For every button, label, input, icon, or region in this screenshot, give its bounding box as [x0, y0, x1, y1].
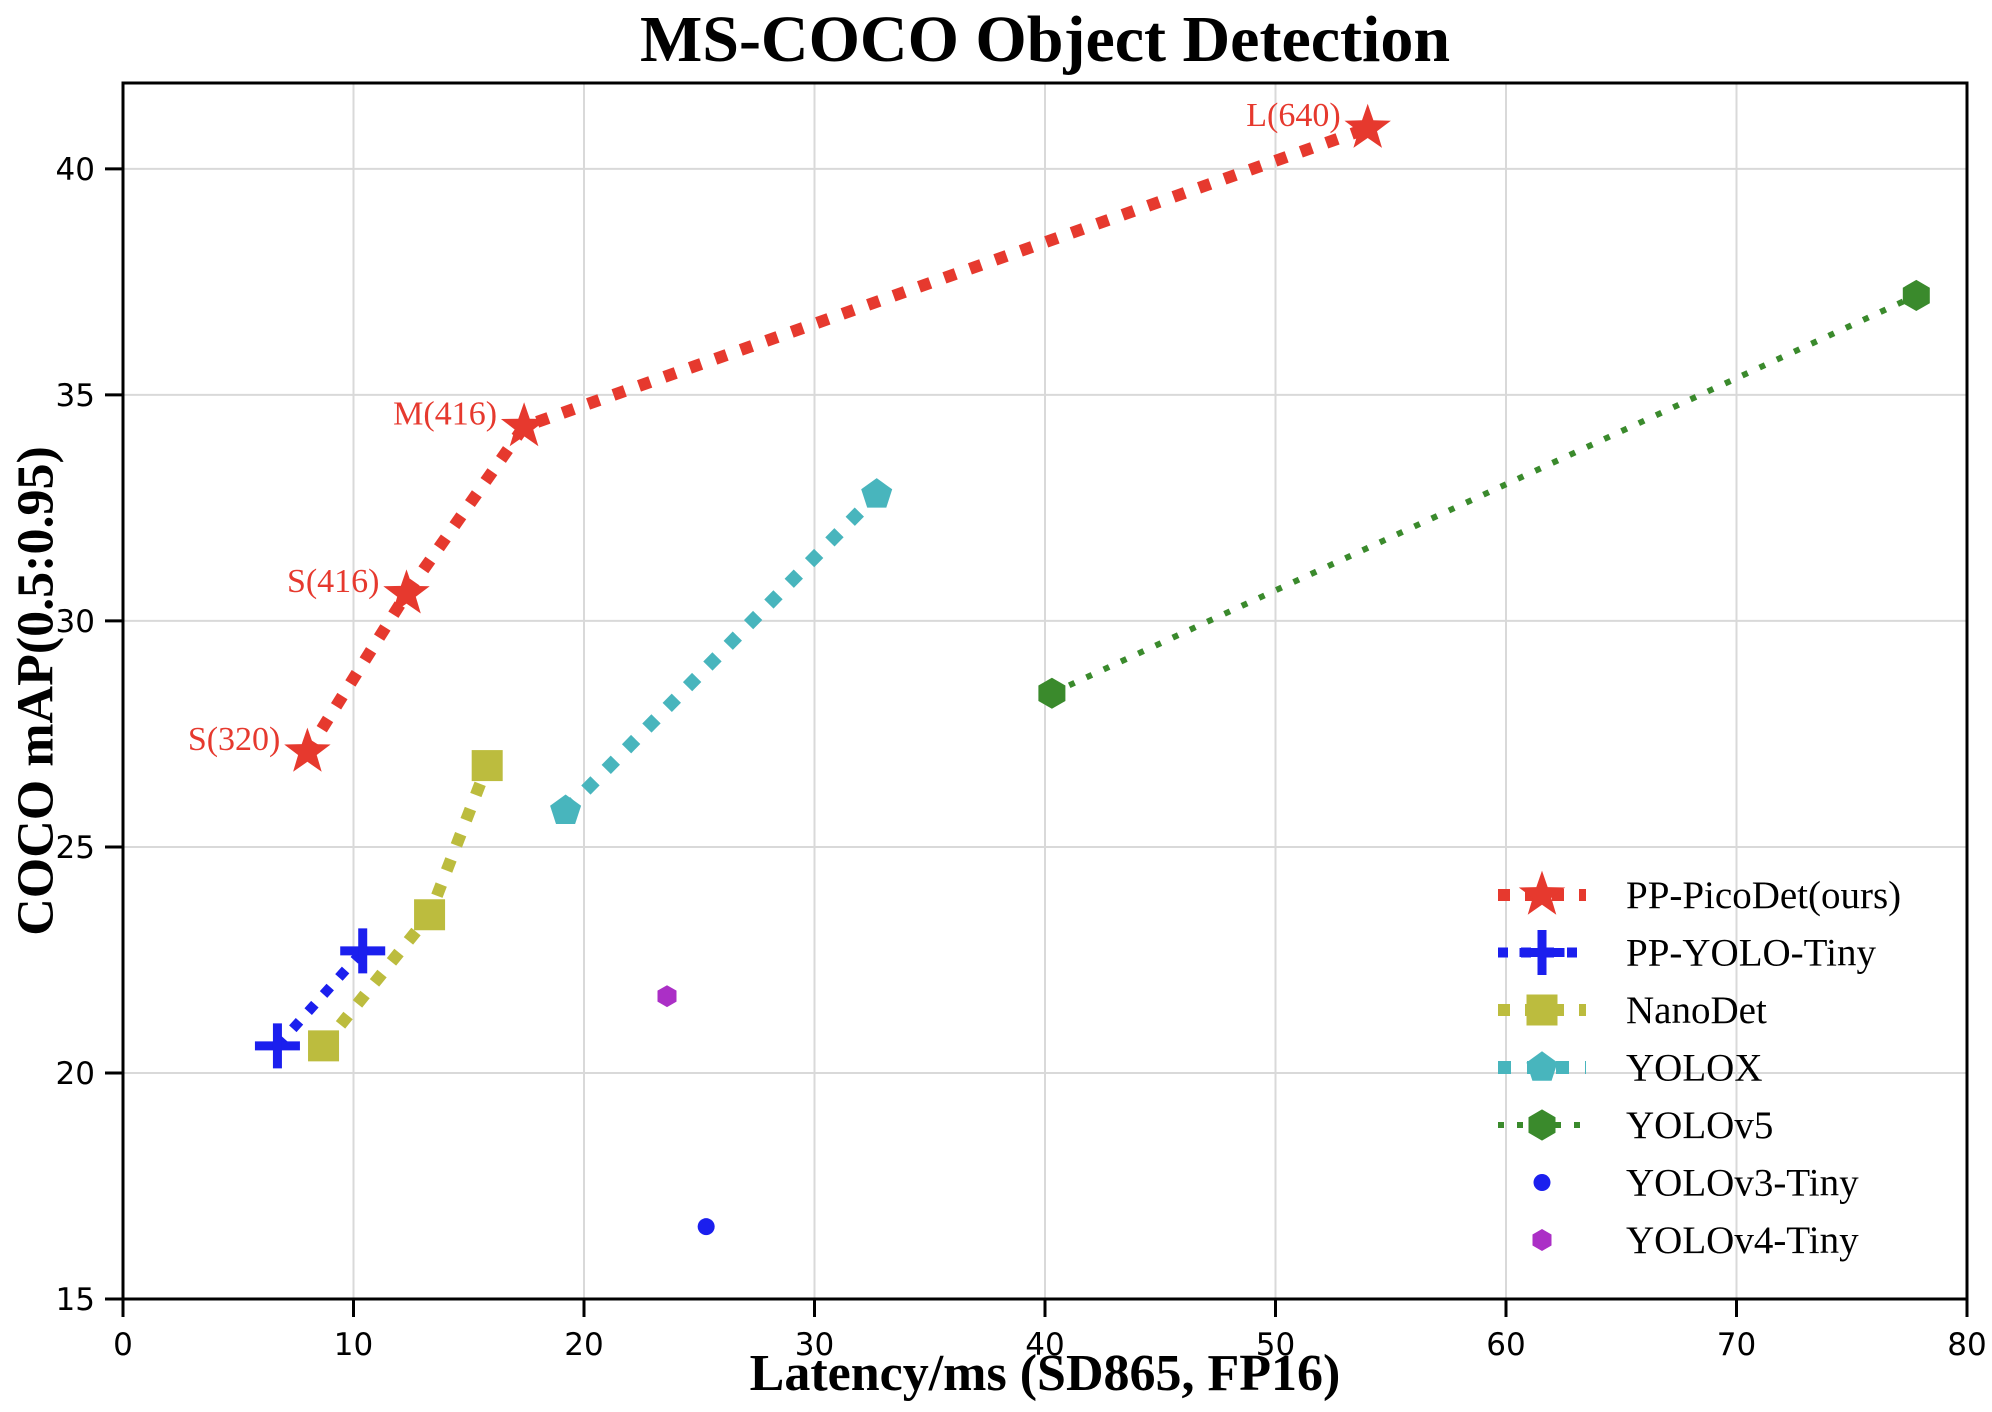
legend-entry-pp-yolo-tiny: PP-YOLO-Tiny	[1498, 930, 1876, 975]
axis-ticks: 0 10 20 30 40 50 60 70 80 15 20 25 30 35 40	[56, 152, 1987, 1363]
data-point-marker-hexagon	[1528, 1109, 1556, 1141]
legend-label: YOLOv5	[1626, 1104, 1773, 1147]
y-tick-label: 40	[56, 152, 95, 188]
legend-entry-yolov5: YOLOv5	[1498, 1104, 1773, 1147]
data-point-marker-square	[414, 899, 446, 931]
point-annotation: S(416)	[287, 563, 380, 600]
x-tick-label: 20	[564, 1327, 603, 1363]
legend-label: PP-YOLO-Tiny	[1626, 932, 1876, 975]
data-point-marker-hexagon	[1532, 1229, 1552, 1251]
plot-border	[121, 81, 1969, 1301]
series-yolov4-tiny	[657, 985, 677, 1008]
x-tick-label: 60	[1486, 1327, 1525, 1363]
series-yolov5	[1038, 279, 1930, 709]
y-tick-label: 15	[56, 1282, 95, 1318]
gridlines	[122, 83, 1968, 1300]
legend-entry-yolov4-tiny: YOLOv4-Tiny	[1532, 1219, 1859, 1262]
x-tick-label: 80	[1947, 1327, 1986, 1363]
legend-label: YOLOX	[1626, 1047, 1762, 1090]
x-tick-label: 30	[795, 1327, 834, 1363]
legend: PP-PicoDet(ours) PP-YOLO-Tiny NanoDet YOLOX…	[1498, 870, 1901, 1262]
legend-label: PP-PicoDet(ours)	[1626, 874, 1901, 917]
point-annotation: M(416)	[393, 396, 497, 433]
series-nanodet	[308, 750, 503, 1062]
legend-entry-nanodet: NanoDet	[1498, 989, 1767, 1032]
series-line	[560, 489, 882, 816]
data-point-marker-square	[471, 750, 503, 782]
data-point-marker-hexagon	[1902, 279, 1930, 311]
legend-entry-yolox: YOLOX	[1498, 1047, 1762, 1090]
x-tick-label: 50	[1256, 1327, 1295, 1363]
series-yolov3-tiny	[697, 1218, 715, 1236]
data-point-marker-star	[1344, 103, 1391, 148]
series-line	[302, 122, 1370, 756]
data-point-marker-pentagon	[550, 794, 582, 824]
data-point-marker-square	[308, 1030, 340, 1062]
point-annotation: L(640)	[1246, 97, 1340, 134]
point-annotation: S(320)	[188, 721, 281, 758]
y-tick-label: 20	[56, 1056, 95, 1092]
series-line	[1050, 292, 1918, 696]
x-tick-label: 10	[334, 1327, 373, 1363]
chart-title: MS-COCO Object Detection	[639, 3, 1451, 76]
data-point-marker-circle	[697, 1218, 715, 1236]
legend-label: YOLOv4-Tiny	[1626, 1219, 1859, 1262]
series-yolox	[550, 478, 893, 824]
y-tick-label: 35	[56, 378, 95, 414]
data-point-marker-pentagon	[861, 478, 893, 508]
x-tick-label: 0	[113, 1327, 133, 1363]
y-tick-label: 25	[56, 830, 95, 866]
legend-entry-yolov3-tiny: YOLOv3-Tiny	[1533, 1162, 1859, 1205]
data-point-marker-star	[383, 569, 430, 614]
data-point-marker-hexagon	[1038, 677, 1066, 709]
data-point-marker-pentagon	[1526, 1051, 1558, 1081]
legend-label: NanoDet	[1626, 989, 1767, 1032]
data-point-marker-circle	[1533, 1174, 1551, 1191]
series-line	[318, 763, 493, 1050]
x-tick-label: 70	[1717, 1327, 1756, 1363]
data-point-marker-star	[284, 727, 331, 772]
data-point-marker-square	[1526, 994, 1558, 1026]
legend-label: YOLOv3-Tiny	[1626, 1162, 1859, 1205]
x-axis-label: Latency/ms (SD865, FP16)	[749, 1345, 1341, 1402]
data-point-marker-star	[500, 402, 548, 447]
x-tick-label: 40	[1025, 1327, 1064, 1363]
series-pp-yolo-tiny	[254, 928, 386, 1069]
legend-entry-pp-picodet-ours-: PP-PicoDet(ours)	[1498, 870, 1901, 917]
series-pp-picodet-ours-: S(320) S(416) M(416) L(640)	[188, 97, 1391, 772]
data-point-marker-star	[1518, 870, 1566, 915]
y-tick-label: 30	[56, 604, 95, 640]
data-point-marker-hexagon	[657, 985, 677, 1008]
